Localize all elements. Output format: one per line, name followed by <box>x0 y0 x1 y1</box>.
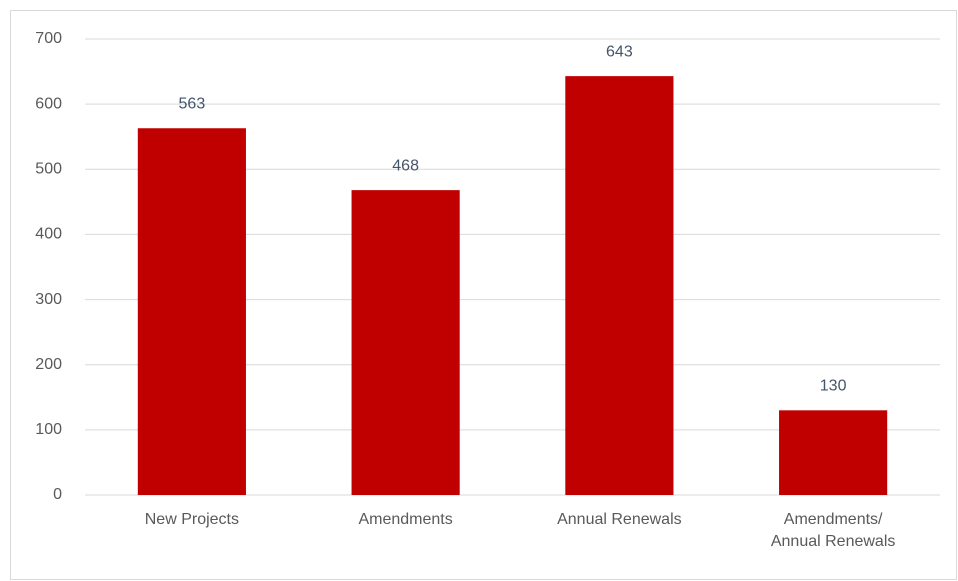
data-label: 468 <box>392 157 419 174</box>
y-tick-label: 200 <box>35 356 62 373</box>
bar <box>779 410 888 495</box>
data-label: 643 <box>606 43 633 60</box>
y-tick-label: 600 <box>35 95 62 112</box>
y-tick-label: 100 <box>35 421 62 438</box>
y-tick-label: 0 <box>53 486 62 503</box>
x-tick-label-box: Annual Renewals <box>557 511 682 528</box>
x-tick-label-box: Amendments <box>358 511 453 528</box>
x-tick-label: Annual Renewals <box>557 511 682 528</box>
bar <box>351 190 460 496</box>
x-tick-label: Amendments <box>358 511 453 528</box>
x-tick-label-box: Amendments/ Annual Renewals <box>770 511 896 550</box>
x-tick-label: New Projects <box>144 511 239 528</box>
y-tick-label: 700 <box>35 30 62 47</box>
bar <box>137 128 246 495</box>
data-label: 563 <box>179 95 206 112</box>
y-tick-label: 300 <box>35 291 62 308</box>
bar <box>565 76 674 495</box>
y-tick-label: 500 <box>35 161 62 178</box>
data-label: 130 <box>820 378 847 395</box>
x-tick-label-box: New Projects <box>144 511 239 528</box>
y-tick-label: 400 <box>35 226 62 243</box>
x-tick-label: Amendments/ Annual Renewals <box>770 511 896 550</box>
